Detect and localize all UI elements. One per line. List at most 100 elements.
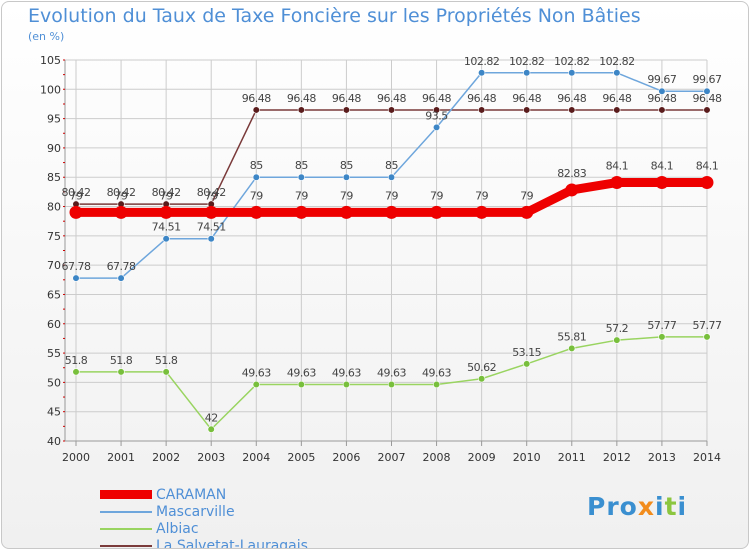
data-label-la-salvetat-lauragais: 80.42 <box>62 186 91 199</box>
point-caraman <box>204 205 218 219</box>
x-tick-label: 2006 <box>332 451 360 464</box>
x-tick-label: 2003 <box>197 451 225 464</box>
data-label-caraman: 82.83 <box>557 167 586 180</box>
point-la-salvetat-lauragais <box>478 106 486 114</box>
legend-label-caraman: CARAMAN <box>156 486 227 503</box>
point-mascarville <box>703 87 711 95</box>
point-caraman <box>159 205 173 219</box>
point-caraman <box>655 176 669 190</box>
legend-swatch-la-salvetat <box>100 544 152 547</box>
logo-letter: i <box>655 492 665 521</box>
series-layer <box>69 69 714 433</box>
data-label-mascarville: 67.78 <box>62 260 91 273</box>
logo-letter: t <box>664 492 678 521</box>
point-caraman <box>69 205 83 219</box>
x-tick-label: 2011 <box>558 451 586 464</box>
point-mascarville <box>478 69 486 77</box>
point-caraman <box>430 205 444 219</box>
data-label-caraman: 84.1 <box>696 160 719 173</box>
point-la-salvetat-lauragais <box>658 106 666 114</box>
data-label-mascarville: 93.5 <box>425 109 448 122</box>
data-label-caraman: 84.1 <box>651 160 674 173</box>
point-mascarville <box>207 235 215 243</box>
data-label-caraman: 79 <box>475 189 488 202</box>
point-caraman <box>700 176 714 190</box>
point-albiac <box>297 380 305 389</box>
y-tick-label: 80 <box>47 201 61 214</box>
data-label-albiac: 57.77 <box>647 319 676 332</box>
data-label-albiac: 49.63 <box>242 367 271 380</box>
point-mascarville <box>72 274 80 282</box>
data-label-caraman: 84.1 <box>606 160 629 173</box>
point-la-salvetat-lauragais <box>613 106 621 114</box>
data-label-caraman: 79 <box>385 189 398 202</box>
legend-label-mascarville: Mascarville <box>156 503 235 520</box>
point-albiac <box>342 380 351 389</box>
y-tick-label: 45 <box>47 406 61 419</box>
point-albiac <box>613 336 621 344</box>
point-albiac <box>72 368 80 376</box>
point-caraman <box>114 205 128 219</box>
data-label-albiac: 49.63 <box>422 367 451 380</box>
point-caraman <box>610 176 624 190</box>
chart-title: Evolution du Taux de Taxe Foncière sur l… <box>28 5 641 27</box>
data-labels: 80.42 80.42 80.42 80.42 96.48 96.48 96.48 96.48… <box>62 55 723 424</box>
point-albiac <box>207 425 215 433</box>
point-albiac <box>523 360 531 368</box>
y-tick-label: 85 <box>47 171 61 184</box>
data-label-mascarville: 67.78 <box>107 260 136 273</box>
data-label-la-salvetat-lauragais: 80.42 <box>197 186 226 199</box>
data-label-mascarville: 85 <box>340 159 353 172</box>
point-la-salvetat-lauragais <box>523 106 531 114</box>
point-mascarville <box>432 123 441 132</box>
data-label-albiac: 57.77 <box>692 319 721 332</box>
point-albiac <box>658 333 666 341</box>
point-mascarville <box>568 69 576 77</box>
point-albiac <box>432 380 441 389</box>
point-mascarville <box>613 69 621 77</box>
data-label-caraman: 79 <box>70 189 83 202</box>
data-label-caraman: 79 <box>205 189 218 202</box>
y-tick-label: 75 <box>47 230 61 243</box>
unit-label: (en %) <box>28 30 65 43</box>
point-albiac <box>117 368 125 376</box>
data-label-albiac: 51.8 <box>65 354 88 367</box>
point-caraman <box>249 205 263 219</box>
data-label-caraman: 79 <box>250 189 263 202</box>
x-tick-label: 2002 <box>152 451 180 464</box>
y-tick-label: 65 <box>47 288 61 301</box>
point-mascarville <box>523 69 531 77</box>
point-la-salvetat-lauragais <box>342 106 351 114</box>
data-label-la-salvetat-lauragais: 80.42 <box>152 186 181 199</box>
y-tick-label: 100 <box>40 83 61 96</box>
data-label-mascarville: 99.67 <box>692 73 721 86</box>
data-label-la-salvetat-lauragais: 96.48 <box>422 92 451 105</box>
x-axis: 2000 2001 2002 2003 2004 2005 2006 2007 2008 2009… <box>62 441 721 464</box>
point-caraman <box>384 205 398 219</box>
data-label-mascarville: 99.67 <box>647 73 676 86</box>
y-tick-label: 105 <box>40 54 61 67</box>
y-tick-label: 50 <box>47 376 61 389</box>
point-la-salvetat-lauragais <box>387 106 396 114</box>
data-label-caraman: 79 <box>520 189 533 202</box>
proxiti-logo: Proxiti <box>587 492 687 521</box>
x-tick-label: 2004 <box>242 451 270 464</box>
data-label-mascarville: 102.82 <box>554 55 590 68</box>
x-tick-label: 2000 <box>62 451 90 464</box>
legend-label-la-salvetat: La Salvetat-Lauragais <box>156 537 308 549</box>
logo-letter: r <box>606 492 620 521</box>
y-tick-label: 40 <box>47 435 61 448</box>
y-tick-label: 60 <box>47 318 61 331</box>
x-tick-label: 2005 <box>287 451 315 464</box>
data-label-caraman: 79 <box>295 189 308 202</box>
data-label-la-salvetat-lauragais: 96.48 <box>467 92 496 105</box>
legend-item-la-salvetat: La Salvetat-Lauragais <box>100 537 308 549</box>
legend: CARAMAN Mascarville Albiac La Salvetat-L… <box>100 486 308 549</box>
point-mascarville <box>297 173 305 181</box>
point-albiac <box>162 368 170 376</box>
data-label-mascarville: 74.51 <box>197 221 226 234</box>
y-axis: 40 45 50 55 60 65 70 75 80 85 90 95 100 105 <box>40 54 65 448</box>
y-tick-label: 95 <box>47 113 61 126</box>
x-tick-label: 2010 <box>513 451 541 464</box>
data-label-caraman: 79 <box>340 189 353 202</box>
